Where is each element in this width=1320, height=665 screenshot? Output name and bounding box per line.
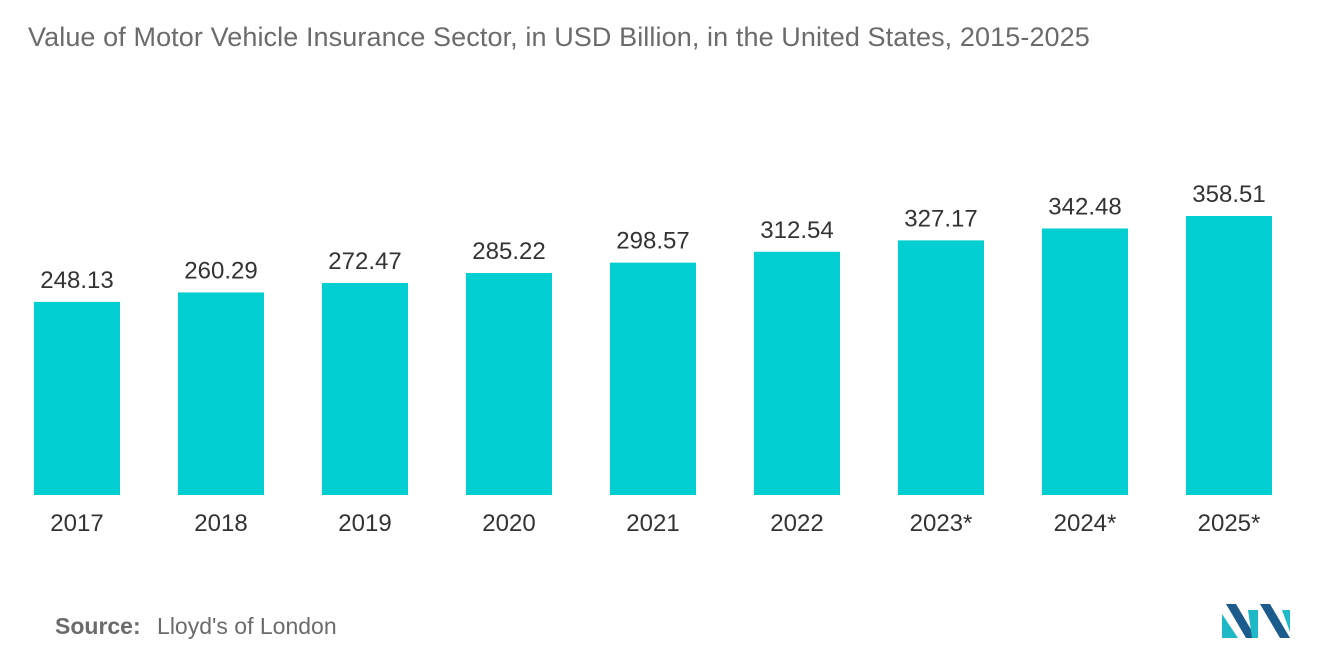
mordor-logo-icon [1222,604,1290,638]
category-label: 2019 [338,510,391,537]
source-label: Source: [55,613,141,639]
value-label: 312.54 [760,217,833,244]
logo-stroke-4 [1260,604,1290,638]
bar-chart: 248.13 260.29 272.47 285.22 298.57 312.54 327.… [34,181,1272,537]
bar-2022 [754,251,840,495]
category-label: 2024* [1054,510,1117,537]
value-label: 285.22 [472,238,545,265]
value-label: 298.57 [616,228,689,255]
bar-2023-forecast [898,240,984,495]
category-label: 2022 [770,510,823,537]
bar-2018 [178,292,264,495]
category-label: 2025* [1198,510,1261,537]
value-label: 272.47 [328,248,401,275]
bar-2021 [610,262,696,495]
category-label: 2021 [626,510,679,537]
bar-2019 [322,282,408,495]
value-labels-group: 248.13 260.29 272.47 285.22 298.57 312.54 327.… [40,181,1265,294]
category-label: 2018 [194,510,247,537]
logo-stroke-1 [1222,614,1238,638]
value-label: 327.17 [904,205,977,232]
category-label: 2023* [910,510,973,537]
logo-stroke-3 [1248,610,1258,638]
chart-title: Value of Motor Vehicle Insurance Sector,… [28,22,1090,52]
value-label: 248.13 [40,267,113,294]
bar-2020 [466,273,552,495]
bars-group [34,216,1272,495]
bar-2025-forecast [1186,216,1272,495]
category-label: 2017 [50,510,103,537]
logo-stroke-2 [1226,604,1256,638]
bar-2024-forecast [1042,228,1128,495]
value-label: 342.48 [1048,193,1121,220]
source-note: Source: Lloyd's of London [55,613,337,640]
value-label: 260.29 [184,257,257,284]
category-label: 2020 [482,510,535,537]
bar-2017 [34,301,120,495]
category-labels-group: 2017 2018 2019 2020 2021 2022 2023* 2024* 2025* [50,510,1260,537]
logo-stroke-5 [1282,610,1290,632]
value-label: 358.51 [1192,181,1265,208]
source-value: Lloyd's of London [157,613,337,639]
